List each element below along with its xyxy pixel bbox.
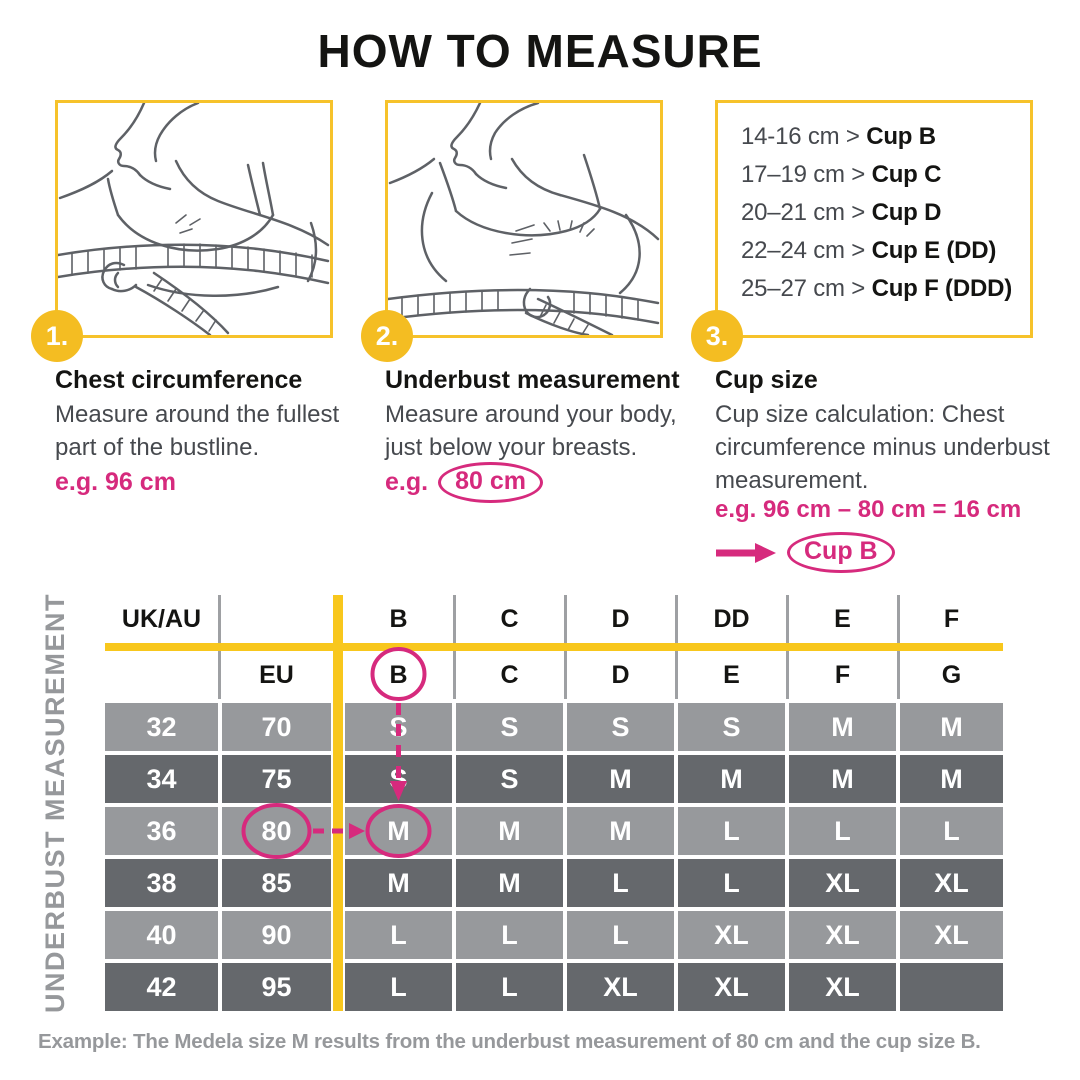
- chest-measurement-illustration: [58, 103, 330, 335]
- yellow-horizontal-line: [105, 643, 1003, 651]
- table-row: 38 85 M M L L XL XL: [105, 859, 1003, 907]
- table-row: 32 70 S S S S M M: [105, 703, 1003, 751]
- table-row-highlighted: 36 80 M M M L L L: [105, 807, 1003, 855]
- table-row: 34 75 S S M M M M: [105, 755, 1003, 803]
- step3-example-result: Cup B: [715, 532, 895, 573]
- step3-body: Cup size calculation: Chest circumferenc…: [715, 401, 1050, 494]
- cup-range-list: 14-16 cm > Cup B 17–19 cm > Cup C 20–21 …: [741, 118, 1012, 308]
- step1-illustration-box: [55, 100, 333, 338]
- cup-range-item: 14-16 cm > Cup B: [741, 123, 936, 150]
- cup-range-item: 22–24 cm > Cup E (DD): [741, 237, 997, 264]
- underbust-measurement-illustration: [388, 103, 660, 335]
- step3-heading: Cup size: [715, 366, 818, 394]
- step3-example-equation: e.g. 96 cm – 80 cm = 16 cm: [715, 496, 1022, 523]
- arrow-right-icon: [716, 542, 776, 563]
- step2-body: Measure around your body, just below you…: [385, 401, 677, 461]
- page-title: HOW TO MEASURE: [317, 25, 763, 77]
- step2-illustration-box: [385, 100, 663, 338]
- table-header-ukau: UK/AU B C D DD E F: [121, 605, 960, 633]
- step3-number-badge: 3.: [691, 310, 743, 362]
- size-table: UK/AU B C D DD E F EU B C D E F G 32 70 …: [105, 595, 1003, 1011]
- step2-example: e.g. 80 cm: [385, 462, 543, 503]
- step3-cup-range-box: [715, 100, 1033, 338]
- step1-example: e.g. 96 cm: [55, 468, 176, 496]
- table-header-eu: EU B C D E F G: [259, 661, 962, 689]
- step2-number-badge: 2.: [361, 310, 413, 362]
- circled-result: Cup B: [787, 532, 895, 573]
- underbust-axis-label: UNDERBUST MEASUREMENT: [39, 593, 70, 1014]
- cup-range-item: 17–19 cm > Cup C: [741, 161, 942, 188]
- table-row: 40 90 L L L XL XL XL: [105, 911, 1003, 959]
- step1-heading: Chest circumference: [55, 366, 303, 394]
- circled-value: 80 cm: [438, 462, 543, 503]
- step2-heading: Underbust measurement: [385, 366, 680, 394]
- step1-body: Measure around the fullest part of the b…: [55, 401, 340, 461]
- cup-range-item: 20–21 cm > Cup D: [741, 199, 942, 226]
- step1-number-badge: 1.: [31, 310, 83, 362]
- table-row: 42 95 L L XL XL XL: [105, 963, 1003, 1011]
- cup-range-item: 25–27 cm > Cup F (DDD): [741, 275, 1013, 302]
- example-caption: Example: The Medela size M results from …: [38, 1030, 981, 1053]
- yellow-vertical-line: [333, 595, 343, 1011]
